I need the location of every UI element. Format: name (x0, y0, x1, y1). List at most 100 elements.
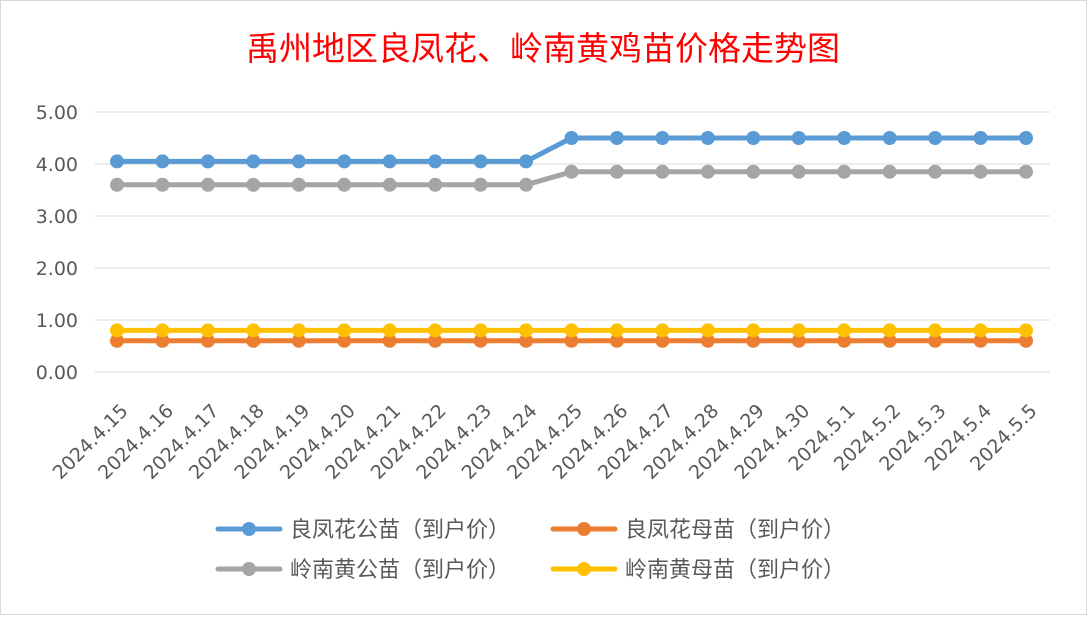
data-point (791, 131, 806, 145)
data-point (519, 323, 534, 338)
data-point (973, 164, 988, 179)
data-point (428, 154, 443, 169)
data-point (473, 154, 488, 169)
legend: 良凤花公苗（到户价） 良凤花母苗（到户价） 岭南黄公苗（到户价） 岭南黄母苗（到户价） (215, 518, 845, 583)
data-point (110, 154, 124, 169)
data-point (110, 333, 124, 348)
data-point (428, 333, 443, 348)
data-point (200, 154, 215, 169)
data-point (337, 154, 352, 169)
data-point (882, 164, 897, 179)
data-point (155, 154, 170, 169)
data-point (337, 333, 352, 348)
chart-title: 禹州地区良凤花、岭南黄鸡苗价格走势图 (246, 29, 840, 68)
data-point (110, 323, 124, 338)
data-point (564, 323, 579, 338)
legend-swatch-marker (242, 562, 256, 576)
data-point (837, 164, 852, 179)
data-point (246, 323, 261, 338)
data-point (519, 333, 534, 348)
data-point (746, 164, 761, 179)
series-lines (110, 131, 1033, 348)
data-point (291, 154, 306, 169)
data-point (837, 333, 852, 348)
data-point (609, 164, 624, 179)
data-point (155, 323, 170, 338)
data-point (882, 333, 897, 348)
legend-swatch-marker (242, 522, 256, 536)
legend-item: 良凤花母苗（到户价） (550, 518, 845, 543)
y-tick-label: 1.00 (36, 310, 78, 332)
data-point (791, 333, 806, 348)
data-point (791, 164, 806, 179)
data-point (1019, 164, 1033, 179)
data-point (428, 177, 443, 192)
data-point (246, 177, 261, 192)
data-point (746, 131, 761, 145)
series-2 (110, 164, 1033, 192)
data-point (564, 164, 579, 179)
data-point (291, 333, 306, 348)
data-point (746, 323, 761, 338)
legend-label: 岭南黄母苗（到户价） (625, 558, 845, 583)
data-point (519, 154, 534, 169)
data-point (882, 131, 897, 145)
data-point (473, 333, 488, 348)
data-point (564, 333, 579, 348)
data-point (655, 333, 670, 348)
data-point (382, 154, 397, 169)
data-point (655, 131, 670, 145)
data-point (473, 323, 488, 338)
data-point (428, 323, 443, 338)
data-point (519, 177, 534, 192)
data-point (973, 333, 988, 348)
data-point (110, 177, 124, 192)
data-point (700, 323, 715, 338)
data-point (155, 333, 170, 348)
y-tick-label: 0.00 (36, 362, 78, 384)
legend-item: 良凤花公苗（到户价） (215, 518, 510, 543)
y-tick-label: 4.00 (36, 154, 78, 176)
data-point (609, 323, 624, 338)
data-point (609, 131, 624, 145)
series-0 (110, 131, 1033, 169)
legend-label: 岭南黄公苗（到户价） (290, 558, 510, 583)
data-point (882, 323, 897, 338)
data-point (973, 131, 988, 145)
data-point (337, 323, 352, 338)
series-3 (110, 323, 1033, 338)
data-point (246, 154, 261, 169)
data-point (928, 333, 943, 348)
y-axis-ticks: 0.00 1.00 2.00 3.00 4.00 5.00 (36, 102, 78, 384)
series-1 (110, 333, 1033, 348)
data-point (973, 323, 988, 338)
legend-item: 岭南黄母苗（到户价） (550, 558, 845, 583)
data-point (291, 323, 306, 338)
legend-label: 良凤花公苗（到户价） (290, 518, 510, 543)
data-point (928, 323, 943, 338)
legend-label: 良凤花母苗（到户价） (625, 518, 845, 543)
data-point (700, 164, 715, 179)
data-point (609, 333, 624, 348)
legend-swatch-marker (577, 522, 591, 536)
y-tick-label: 5.00 (36, 102, 78, 124)
data-point (1019, 323, 1033, 338)
data-point (382, 177, 397, 192)
y-tick-label: 2.00 (36, 258, 78, 280)
data-point (1019, 131, 1033, 145)
data-point (291, 177, 306, 192)
data-point (928, 131, 943, 145)
legend-swatch-marker (577, 562, 591, 576)
data-point (200, 323, 215, 338)
data-point (700, 131, 715, 145)
data-point (1019, 333, 1033, 348)
data-point (564, 131, 579, 145)
data-point (473, 177, 488, 192)
data-point (337, 177, 352, 192)
data-point (200, 333, 215, 348)
data-point (382, 333, 397, 348)
data-point (200, 177, 215, 192)
data-point (700, 333, 715, 348)
